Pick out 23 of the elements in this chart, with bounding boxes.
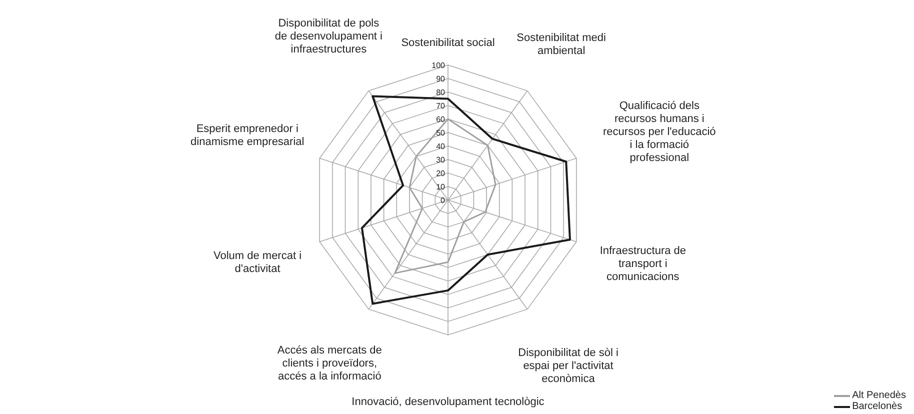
y-tick-label: 20 <box>436 169 446 178</box>
spoke-label: Sostenibilitat social <box>401 37 495 49</box>
legend-label: Alt Penedès <box>852 390 906 401</box>
spoke-label: Innovació, desenvolupament tecnològic <box>352 396 545 408</box>
spoke-label: Disponibilitat de sòl i espai per l'activitat econòmica <box>518 347 618 386</box>
spoke-label: Infraestructura de transport i comunicacions <box>600 244 686 283</box>
y-tick-label: 10 <box>436 182 446 192</box>
y-tick-label: 70 <box>436 102 446 110</box>
spoke-label: Qualificació dels recursos humans i recursos per l'educació i la formació professional <box>603 100 716 164</box>
y-tick-label: 60 <box>436 115 446 124</box>
y-tick-label: 0 <box>440 196 446 205</box>
spoke-label: Disponibilitat de pols de desenvolupament i infraestructures <box>274 17 383 56</box>
y-tick-label: 50 <box>436 128 446 138</box>
spoke-label: Sostenibilitat medi ambiental <box>516 32 606 58</box>
spoke-label: Accés als mercats de clients i proveïdors, accés a la informació <box>277 344 382 382</box>
y-tick-label: 90 <box>436 74 446 84</box>
legend-label: Barcelonès <box>852 401 902 412</box>
spoke-label: Volum de mercat i d'activitat <box>213 250 302 275</box>
y-tick-label: 30 <box>436 156 446 164</box>
y-tick-label: 40 <box>436 142 446 151</box>
spoke-label: Esperit emprenedor i dinamisme empresarial <box>190 122 304 148</box>
y-tick-label: 100 <box>432 61 446 70</box>
y-tick-label: 80 <box>436 88 446 97</box>
